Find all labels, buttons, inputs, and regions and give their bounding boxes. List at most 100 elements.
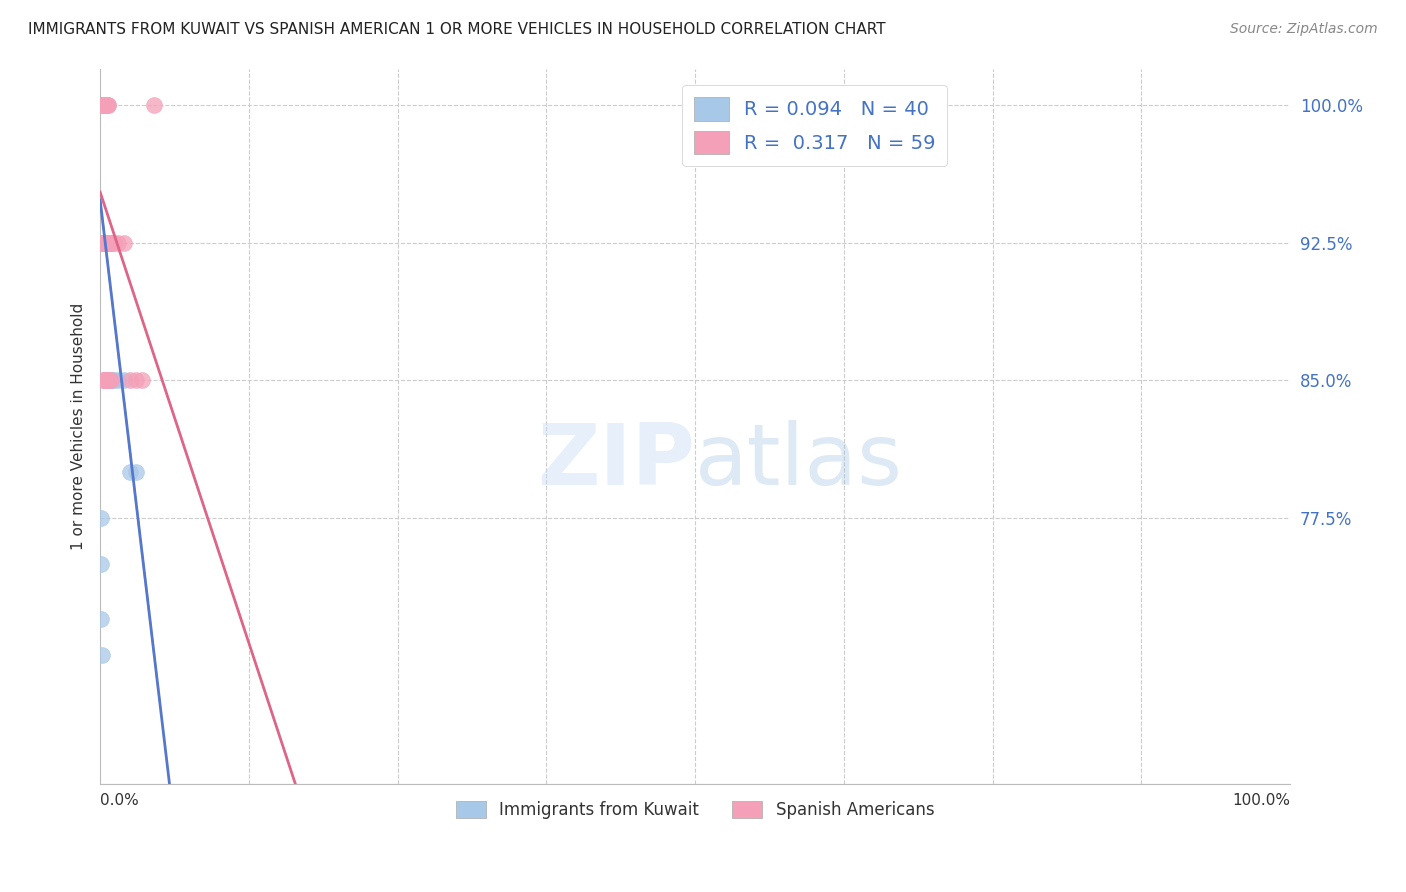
Point (91, 235, 114, 250)
Point (107, 235, 129, 250)
Point (91, 98, 114, 112)
Point (93, 235, 115, 250)
Point (90, 98, 112, 112)
Text: atlas: atlas (695, 420, 903, 503)
Point (94, 98, 117, 112)
Point (107, 373, 129, 387)
Point (90, 98, 112, 112)
Point (90, 98, 112, 112)
Point (93, 98, 115, 112)
Point (90, 235, 112, 250)
Point (93, 98, 115, 112)
Point (94, 373, 117, 387)
Point (93, 235, 115, 250)
Point (118, 465, 141, 479)
Point (97, 373, 120, 387)
Point (142, 98, 165, 112)
Point (90, 98, 112, 112)
Point (91, 235, 114, 250)
Point (118, 373, 141, 387)
Point (97, 235, 120, 250)
Point (96, 235, 118, 250)
Point (91, 98, 114, 112)
Point (94, 235, 117, 250)
Point (90, 98, 112, 112)
Point (93, 98, 115, 112)
Point (90, 98, 112, 112)
Point (94, 373, 117, 387)
Point (94, 98, 117, 112)
Point (100, 235, 122, 250)
Point (90, 98, 112, 112)
Point (96, 235, 118, 250)
Point (97, 98, 120, 112)
Text: IMMIGRANTS FROM KUWAIT VS SPANISH AMERICAN 1 OR MORE VEHICLES IN HOUSEHOLD CORRE: IMMIGRANTS FROM KUWAIT VS SPANISH AMERIC… (28, 22, 886, 37)
Point (91, 235, 114, 250)
Point (97, 98, 120, 112)
Point (91, 235, 114, 250)
Point (90, 612, 112, 626)
Point (98, 235, 121, 250)
Point (93, 98, 115, 112)
Point (91, 98, 114, 112)
Point (96, 98, 118, 112)
Point (94, 235, 117, 250)
Point (101, 373, 124, 387)
Point (90, 98, 112, 112)
Point (90, 98, 112, 112)
Point (91, 98, 114, 112)
Point (90, 98, 112, 112)
Point (91, 98, 114, 112)
Point (90, 98, 112, 112)
Point (94, 98, 117, 112)
Point (94, 373, 117, 387)
Point (101, 235, 124, 250)
Legend: Immigrants from Kuwait, Spanish Americans: Immigrants from Kuwait, Spanish American… (450, 794, 941, 825)
Point (91, 235, 114, 250)
Point (100, 373, 122, 387)
Point (131, 373, 153, 387)
Point (90, 98, 112, 112)
Point (112, 235, 135, 250)
Text: Source: ZipAtlas.com: Source: ZipAtlas.com (1230, 22, 1378, 37)
Text: ZIP: ZIP (537, 420, 695, 503)
Point (103, 373, 125, 387)
Point (90, 511, 112, 525)
Point (93, 98, 115, 112)
Point (96, 98, 118, 112)
Point (90, 98, 112, 112)
Y-axis label: 1 or more Vehicles in Household: 1 or more Vehicles in Household (72, 302, 86, 549)
Point (90, 98, 112, 112)
Point (94, 235, 117, 250)
Point (91, 98, 114, 112)
Point (91, 235, 114, 250)
Point (90, 235, 112, 250)
Point (90, 648, 112, 663)
Point (96, 373, 118, 387)
Point (90, 98, 112, 112)
Text: 100.0%: 100.0% (1232, 793, 1291, 808)
Point (93, 98, 115, 112)
Point (98, 235, 121, 250)
Point (91, 235, 114, 250)
Point (112, 373, 135, 387)
Point (125, 465, 148, 479)
Point (125, 373, 148, 387)
Point (93, 235, 115, 250)
Point (91, 373, 114, 387)
Point (93, 98, 115, 112)
Point (90, 98, 112, 112)
Point (90, 98, 112, 112)
Point (90, 98, 112, 112)
Point (98, 373, 121, 387)
Point (90, 235, 112, 250)
Point (91, 235, 114, 250)
Point (93, 373, 115, 387)
Point (93, 235, 115, 250)
Point (96, 373, 118, 387)
Point (91, 235, 114, 250)
Point (90, 235, 112, 250)
Point (91, 98, 114, 112)
Text: 0.0%: 0.0% (100, 793, 139, 808)
Point (103, 235, 125, 250)
